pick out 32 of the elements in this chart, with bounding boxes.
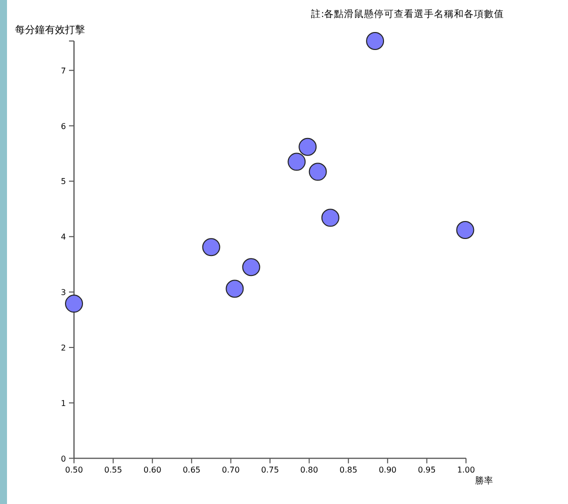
y-tick-label: 4	[60, 232, 66, 242]
point	[321, 208, 340, 227]
y-axis-title: 每分鐘有效打擊	[15, 24, 85, 36]
y-tick-label: 2	[60, 343, 66, 352]
point	[226, 280, 244, 298]
point	[242, 258, 260, 276]
x-tick-label: 0.85	[339, 465, 358, 474]
point	[456, 220, 474, 239]
point	[65, 294, 83, 313]
point	[366, 32, 384, 50]
x-tick-label: 0.90	[378, 465, 397, 474]
y-tick-label: 3	[60, 288, 66, 298]
x-tick-label: 0.95	[418, 465, 436, 474]
x-tick-label: 1.00	[457, 465, 475, 474]
x-tick-label: 0.65	[182, 465, 201, 474]
x-tick-label: 0.80	[300, 465, 318, 474]
x-tick-label: 0.75	[261, 465, 279, 474]
y-tick-label: 5	[60, 177, 66, 186]
point	[288, 152, 306, 171]
text: 註:各點滑鼠懸停可查看選手名稱和各項數值	[311, 8, 504, 20]
y-tick-label: 1	[60, 398, 66, 408]
y-tick-label: 0	[60, 454, 66, 464]
x-tick-label: 0.50	[65, 465, 83, 474]
x-tick-label: 0.70	[222, 465, 240, 474]
x-tick-label: 0.55	[104, 465, 122, 474]
point	[308, 162, 327, 181]
y-tick-label: 6	[60, 122, 66, 131]
point	[298, 138, 317, 156]
x-axis-title: 勝率	[475, 475, 493, 486]
x-tick-label: 0.60	[143, 465, 162, 474]
point	[202, 238, 220, 256]
y-tick-label: 7	[60, 66, 66, 76]
